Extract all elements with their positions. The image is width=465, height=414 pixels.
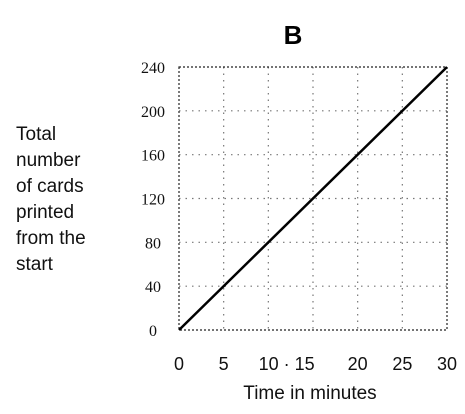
series-group: [178, 66, 448, 331]
x-axis-ticks: 0 5 10 · 15 20 25 30: [174, 354, 457, 374]
y-tick-label: 200: [141, 104, 165, 121]
y-tick-label: 240: [141, 60, 165, 77]
x-tick-label: 0: [174, 354, 184, 374]
y-axis-label-line: start: [16, 254, 54, 275]
chart-title: B: [284, 20, 303, 50]
y-tick-label: 40: [145, 279, 161, 296]
x-tick-label: 20: [348, 354, 368, 374]
y-axis-label-line: of cards: [16, 176, 84, 197]
y-tick-label: 0: [149, 323, 157, 340]
y-axis-ticks: 0 40 80 120 160 200 240: [141, 60, 165, 340]
y-axis-label-line: from the: [16, 228, 86, 249]
x-tick-label: 25: [392, 354, 412, 374]
x-tick-label: 10 · 15: [259, 354, 315, 374]
series-line: [178, 66, 448, 331]
x-tick-label: 30: [437, 354, 457, 374]
x-tick-label: 5: [219, 354, 229, 374]
y-axis-label-line: printed: [16, 202, 74, 223]
plot-frame: [178, 66, 448, 331]
y-tick-label: 160: [141, 148, 165, 165]
y-axis-label-line: number: [16, 150, 81, 171]
x-axis-label: Time in minutes: [243, 383, 376, 404]
y-axis-label: Total number of cards printed from the s…: [16, 124, 86, 275]
y-tick-label: 120: [141, 192, 165, 209]
y-axis-label-line: Total: [16, 124, 56, 145]
y-tick-label: 80: [145, 235, 161, 252]
